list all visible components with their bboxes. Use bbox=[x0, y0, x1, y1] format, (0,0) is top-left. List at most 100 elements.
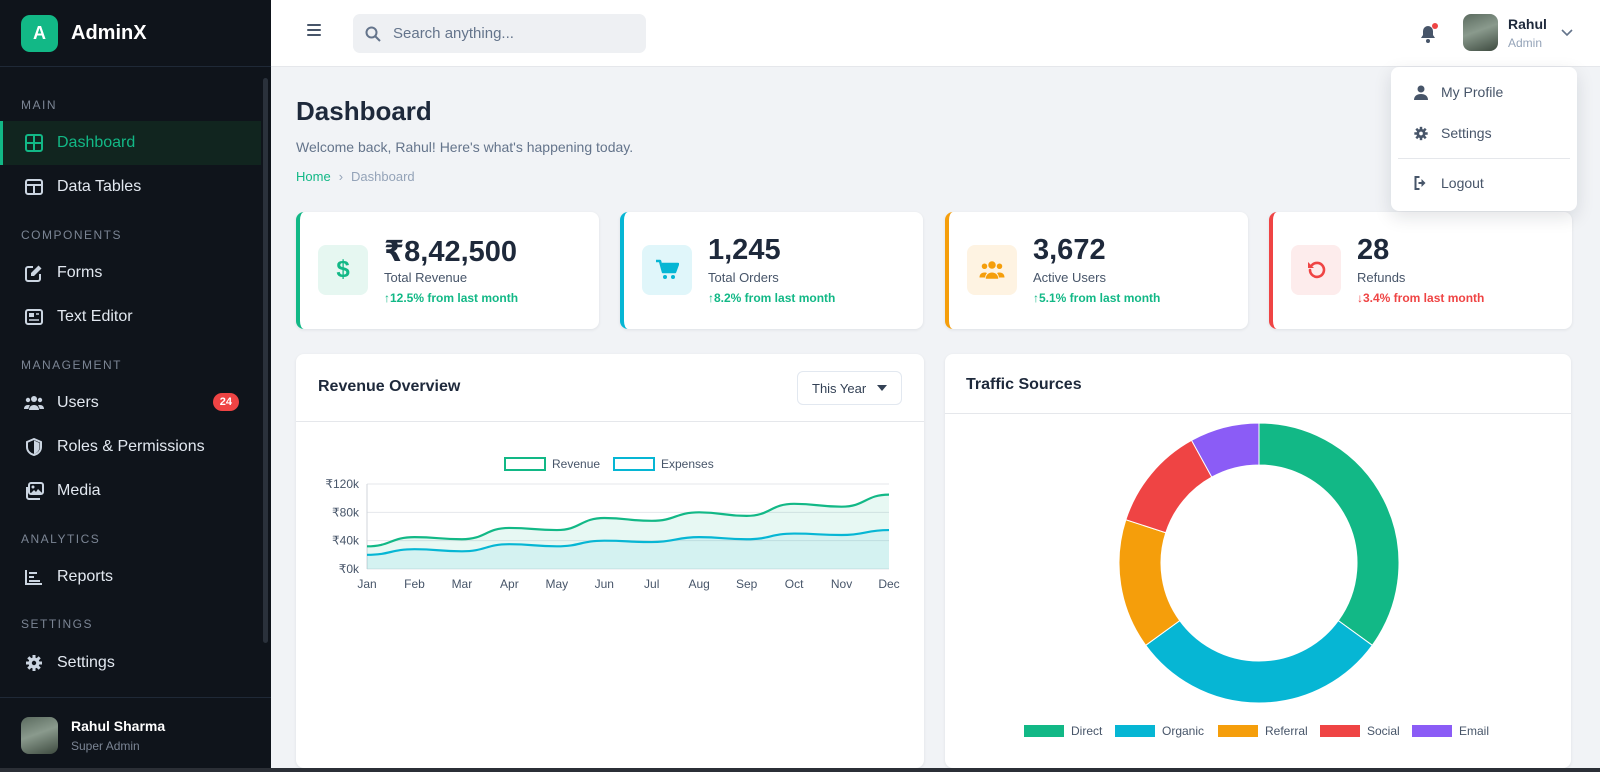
series-line-revenue bbox=[366, 493, 890, 548]
gear-icon bbox=[24, 653, 44, 673]
panel-title: Revenue Overview bbox=[318, 378, 461, 395]
topbar-user-name: Rahul bbox=[1508, 15, 1547, 32]
arrow-down-icon: ↓ bbox=[1357, 291, 1363, 305]
breadcrumb-current: Dashboard bbox=[351, 169, 415, 184]
stat-card-users[interactable]: 3,672 Active Users ↑5.1% from last month bbox=[945, 212, 1248, 329]
x-tick-label: Jul bbox=[644, 577, 659, 591]
brand[interactable]: A AdminX bbox=[0, 0, 271, 67]
sidebar-item-label: Data Tables bbox=[57, 178, 142, 195]
legend-swatch bbox=[613, 457, 655, 471]
traffic-donut-chart: Direct Organic Referral Social Email bbox=[1024, 422, 1489, 738]
period-select-value: This Year bbox=[812, 380, 867, 396]
panel-divider bbox=[296, 421, 924, 422]
shield-icon bbox=[24, 437, 44, 457]
legend-label: Revenue bbox=[552, 457, 600, 471]
stat-change: ↑12.5% from last month bbox=[384, 291, 519, 305]
stat-label: Active Users bbox=[1033, 270, 1106, 285]
stat-change: ↓3.4% from last month bbox=[1357, 291, 1485, 305]
x-tick-label: May bbox=[545, 577, 568, 591]
legend-label: Social bbox=[1367, 724, 1400, 738]
undo-icon bbox=[1291, 245, 1341, 295]
sidebar-user-name: Rahul Sharma bbox=[71, 717, 166, 734]
arrow-up-icon: ↑ bbox=[1033, 291, 1039, 305]
page-title: Dashboard bbox=[296, 96, 432, 126]
y-tick-label: ₹80k bbox=[332, 505, 360, 519]
sidebar-item-text-editor[interactable]: Text Editor bbox=[0, 295, 261, 339]
revenue-overview-panel: Revenue Overview This Year Revenue Expens… bbox=[296, 354, 924, 768]
dropdown-logout[interactable]: Logout bbox=[1413, 175, 1484, 191]
topbar: Rahul Admin bbox=[271, 0, 1600, 67]
users-count-badge: 24 bbox=[212, 393, 239, 411]
legend-swatch bbox=[1218, 725, 1258, 737]
notifications-button[interactable] bbox=[1420, 23, 1438, 43]
x-tick-label: Sep bbox=[736, 577, 758, 591]
x-tick-label: Nov bbox=[831, 577, 852, 591]
dropdown-settings[interactable]: Settings bbox=[1413, 125, 1492, 141]
bell-icon bbox=[1421, 26, 1435, 43]
sidebar-item-label: Users bbox=[57, 394, 99, 411]
legend-swatch bbox=[1115, 725, 1155, 737]
user-icon bbox=[1414, 85, 1428, 100]
stat-card-refunds[interactable]: 28 Refunds ↓3.4% from last month bbox=[1269, 212, 1572, 329]
chevron-right-icon: › bbox=[338, 169, 344, 184]
legend-label: Expenses bbox=[661, 457, 714, 471]
topbar-user-role: Admin bbox=[1508, 35, 1543, 50]
period-select[interactable]: This Year bbox=[797, 371, 902, 405]
sidebar-user[interactable]: Rahul Sharma Super Admin bbox=[0, 697, 271, 772]
breadcrumb-home-link[interactable]: Home bbox=[296, 169, 331, 184]
sidebar-item-forms[interactable]: Forms bbox=[0, 251, 261, 295]
stat-value: ₹8,42,500 bbox=[384, 236, 518, 268]
stat-card-orders[interactable]: 1,245 Total Orders ↑8.2% from last month bbox=[620, 212, 923, 329]
sidebar-item-label: Roles & Permissions bbox=[57, 438, 205, 455]
logout-icon bbox=[1414, 176, 1426, 190]
sidebar-item-dashboard[interactable]: Dashboard bbox=[0, 121, 261, 165]
users-icon bbox=[24, 393, 44, 413]
stat-change: ↑5.1% from last month bbox=[1033, 291, 1161, 305]
user-menu-toggle[interactable]: Rahul Admin bbox=[1463, 14, 1573, 51]
stat-value: 3,672 bbox=[1033, 234, 1106, 266]
x-tick-label: Jan bbox=[357, 577, 376, 591]
legend-swatch bbox=[1412, 725, 1452, 737]
search-bar[interactable] bbox=[353, 14, 646, 53]
y-tick-label: ₹120k bbox=[325, 477, 360, 491]
panel-title: Traffic Sources bbox=[966, 376, 1082, 393]
sidebar-scrollbar[interactable] bbox=[263, 78, 268, 643]
section-label-components: COMPONENTS bbox=[21, 228, 123, 242]
sidebar-item-users[interactable]: Users 24 bbox=[0, 381, 261, 425]
arrow-up-icon: ↑ bbox=[384, 291, 390, 305]
brand-name: AdminX bbox=[71, 21, 147, 44]
traffic-sources-panel: Traffic Sources Direct Organic Referral Soc… bbox=[945, 354, 1571, 768]
sidebar-item-roles-permissions[interactable]: Roles & Permissions bbox=[0, 425, 261, 469]
sidebar-item-label: Reports bbox=[57, 568, 114, 585]
grid-icon bbox=[24, 133, 44, 153]
edit-icon bbox=[24, 263, 44, 283]
donut-slice-referral bbox=[1118, 519, 1181, 646]
arrow-up-icon: ↑ bbox=[708, 291, 714, 305]
dropdown-item-label: My Profile bbox=[1441, 84, 1504, 100]
section-label-analytics: ANALYTICS bbox=[21, 532, 101, 546]
stat-card-revenue[interactable]: $ ₹8,42,500 Total Revenue ↑12.5% from la… bbox=[296, 212, 599, 329]
sidebar-item-settings[interactable]: Settings bbox=[0, 641, 261, 685]
donut-slice-email bbox=[1190, 422, 1260, 478]
legend-swatch bbox=[1024, 725, 1064, 737]
sidebar-item-label: Settings bbox=[57, 654, 115, 671]
search-input[interactable] bbox=[393, 25, 623, 42]
donut-slice-organic bbox=[1145, 619, 1373, 704]
legend-swatch bbox=[1320, 725, 1360, 737]
menu-toggle-icon[interactable] bbox=[307, 24, 321, 38]
breadcrumb: Home › Dashboard bbox=[296, 169, 415, 184]
dropdown-item-label: Logout bbox=[1441, 175, 1484, 191]
dollar-icon: $ bbox=[318, 245, 368, 295]
sidebar-item-data-tables[interactable]: Data Tables bbox=[0, 165, 261, 209]
panel-divider bbox=[945, 413, 1571, 414]
section-label-management: MANAGEMENT bbox=[21, 358, 123, 372]
cart-icon bbox=[642, 245, 692, 295]
stat-label: Refunds bbox=[1357, 270, 1406, 285]
newspaper-icon bbox=[24, 307, 44, 327]
stat-change: ↑8.2% from last month bbox=[708, 291, 836, 305]
sidebar-item-media[interactable]: Media bbox=[0, 469, 261, 513]
avatar bbox=[21, 716, 58, 754]
donut-slice-direct bbox=[1258, 422, 1400, 646]
sidebar-item-reports[interactable]: Reports bbox=[0, 555, 261, 599]
dropdown-my-profile[interactable]: My Profile bbox=[1413, 84, 1503, 100]
